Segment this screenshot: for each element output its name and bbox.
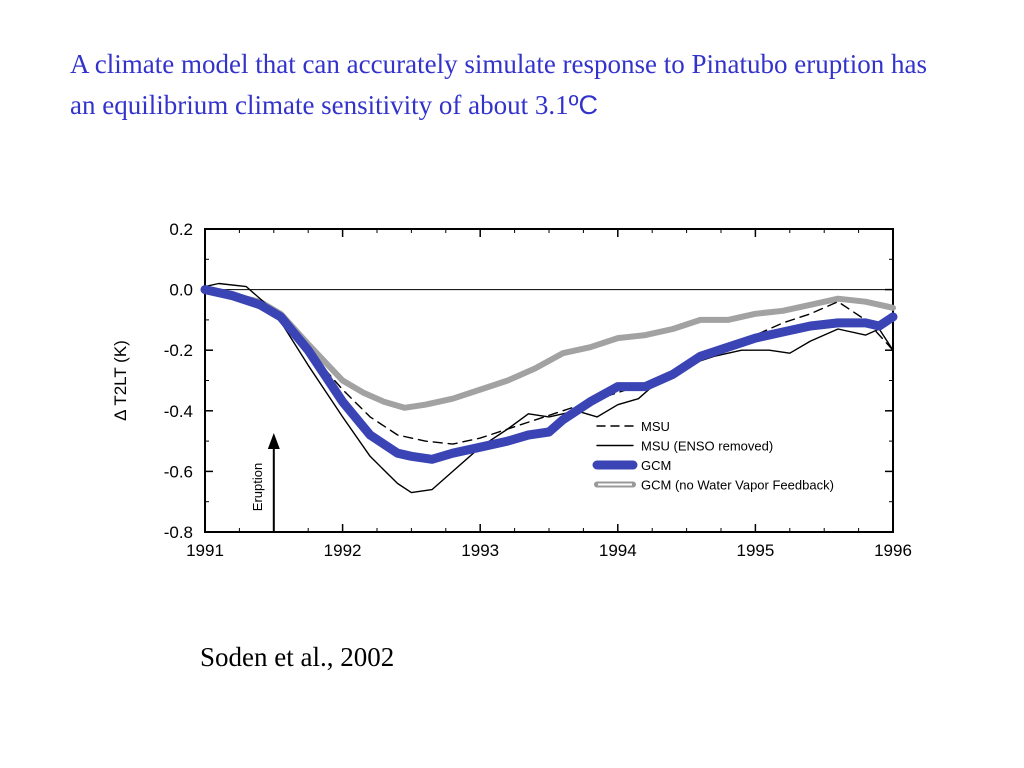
x-tick-label: 1994: [599, 541, 637, 560]
series-line-2: [200, 285, 898, 464]
y-tick-label: -0.4: [164, 402, 193, 421]
slide-title-text: A climate model that can accurately simu…: [70, 49, 927, 120]
legend-label-0: MSU: [641, 419, 670, 434]
series-line-0: [204, 288, 894, 445]
x-tick-label: 1992: [324, 541, 362, 560]
slide-title: A climate model that can accurately simu…: [70, 44, 950, 126]
y-axis-label: Δ T2LT (K): [111, 340, 130, 421]
y-tick-label: -0.6: [164, 462, 193, 481]
x-tick-label: 1995: [736, 541, 774, 560]
y-tick-label: 0.0: [169, 281, 193, 300]
slide-title-unit: ºC: [568, 90, 599, 120]
x-tick-label: 1991: [186, 541, 224, 560]
y-tick-label: 0.2: [169, 220, 193, 239]
eruption-label: Eruption: [250, 463, 265, 511]
x-tick-label: 1996: [874, 541, 912, 560]
legend-label-1: MSU (ENSO removed): [641, 439, 773, 454]
y-tick-label: -0.2: [164, 341, 193, 360]
series-line-3: [202, 286, 896, 411]
legend-label-2: GCM: [641, 458, 671, 473]
series-line-1: [204, 282, 894, 494]
y-tick-label: -0.8: [164, 523, 193, 542]
x-tick-label: 1993: [461, 541, 499, 560]
citation: Soden et al., 2002: [200, 642, 395, 672]
legend-label-3: GCM (no Water Vapor Feedback): [641, 478, 834, 493]
eruption-arrow-head: [267, 433, 280, 449]
